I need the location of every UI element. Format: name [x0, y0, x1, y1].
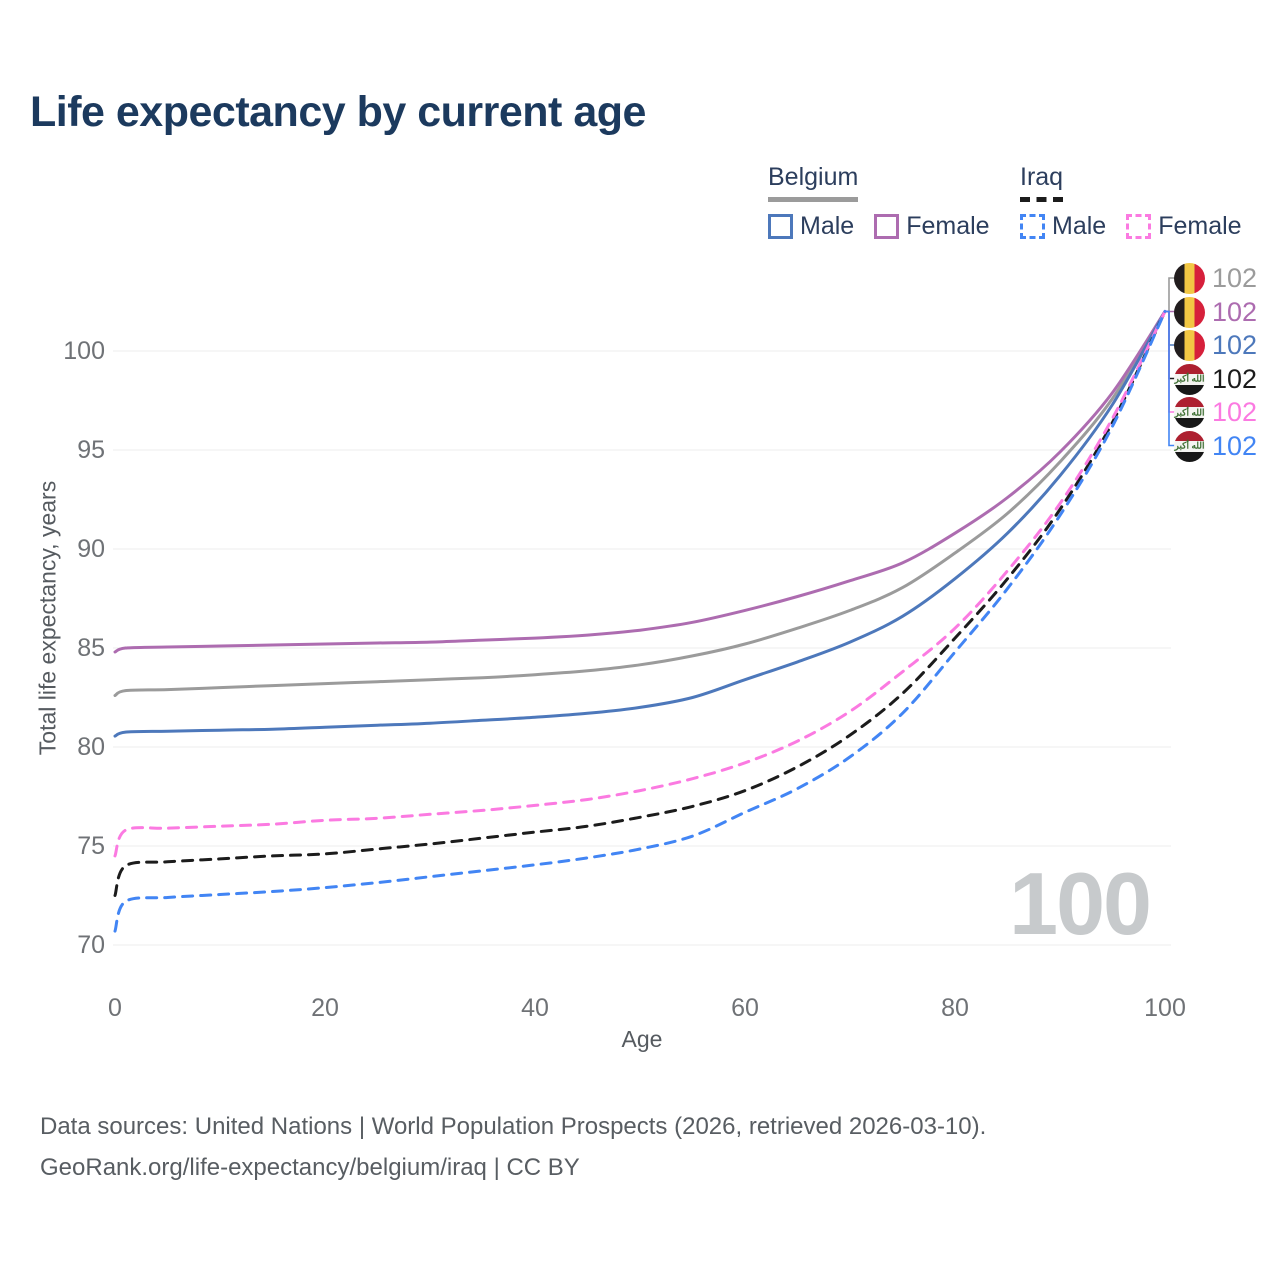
end-value: 102	[1212, 263, 1258, 294]
series-line-belgium-both-sexes[interactable]	[113, 309, 1167, 697]
y-tick-label: 100	[63, 337, 105, 365]
legend-item-belgium-female[interactable]: Female	[874, 212, 990, 241]
series-line-iraq-male[interactable]	[113, 309, 1167, 933]
series-end-labels: 102 102 102 102 102 102	[1174, 262, 1257, 463]
end-label-iraq-both: 102	[1174, 363, 1257, 397]
y-tick-label: 95	[77, 436, 105, 464]
end-label-belgium-male: 102	[1174, 329, 1257, 363]
belgium-flag-icon	[1174, 263, 1205, 295]
line-chart-plot-area[interactable]: 70 75 80 85 90 95 100 0 20 40 60 80 100	[0, 0, 1280, 1080]
series-line-belgium-male[interactable]	[113, 309, 1167, 738]
x-tick-label: 0	[108, 994, 122, 1022]
x-tick-label: 100	[1144, 994, 1186, 1022]
legend-item-iraq-male[interactable]: Male	[1020, 212, 1106, 241]
y-tick-label: 75	[77, 832, 105, 860]
legend-group-iraq: Iraq Male Female	[1020, 163, 1262, 241]
end-value: 102	[1212, 330, 1258, 361]
belgium-male-swatch-icon	[768, 214, 793, 239]
footer: Data sources: United Nations | World Pop…	[40, 1106, 986, 1188]
x-tick-label: 40	[521, 994, 549, 1022]
legend-country-iraq[interactable]: Iraq	[1020, 163, 1064, 202]
x-axis-title: Age	[621, 1026, 663, 1052]
end-value: 102	[1212, 430, 1258, 461]
iraq-male-swatch-icon	[1020, 214, 1045, 239]
end-value: 102	[1212, 363, 1258, 394]
y-tick-label: 80	[77, 733, 105, 761]
iraq-flag-icon	[1174, 430, 1205, 462]
belgium-flag-icon	[1174, 330, 1205, 362]
legend-item-label: Male	[800, 212, 855, 240]
series-line-belgium-female[interactable]	[113, 309, 1167, 654]
end-value: 102	[1212, 397, 1258, 428]
y-axis-title: Total life expectancy, years	[34, 480, 61, 756]
x-tick-label: 60	[731, 994, 759, 1022]
footer-url-line: GeoRank.org/life-expectancy/belgium/iraq…	[40, 1154, 580, 1181]
legend-item-label: Male	[1052, 212, 1107, 240]
legend-country-belgium[interactable]: Belgium	[768, 163, 859, 202]
end-label-belgium-both: 102	[1174, 262, 1257, 296]
belgium-female-swatch-icon	[874, 214, 900, 239]
x-tick-label: 20	[311, 994, 339, 1022]
end-label-connector	[1165, 310, 1175, 447]
legend-item-label: Female	[1158, 212, 1242, 240]
y-tick-label: 70	[77, 931, 105, 959]
legend-item-iraq-female[interactable]: Female	[1126, 212, 1242, 241]
iraq-female-swatch-icon	[1126, 214, 1152, 239]
current-age-counter: 100	[1009, 854, 1152, 953]
legend-item-label: Female	[906, 212, 990, 240]
legend-group-belgium: Belgium Male Female	[768, 163, 1010, 241]
belgium-flag-icon	[1174, 296, 1205, 328]
end-value: 102	[1212, 296, 1258, 327]
series-line-iraq-female[interactable]	[113, 309, 1167, 858]
iraq-flag-icon	[1174, 397, 1205, 429]
end-label-iraq-male: 102	[1174, 430, 1257, 464]
legend-item-belgium-male[interactable]: Male	[768, 212, 854, 241]
end-label-belgium-female: 102	[1174, 296, 1257, 330]
x-tick-label: 80	[941, 994, 969, 1022]
series-line-iraq-both-sexes[interactable]	[113, 309, 1167, 897]
iraq-flag-icon	[1174, 363, 1205, 395]
y-tick-label: 90	[77, 535, 105, 563]
page-title: Life expectancy by current age	[30, 88, 646, 136]
footer-datasource-line: Data sources: United Nations | World Pop…	[40, 1113, 987, 1140]
end-label-iraq-female: 102	[1174, 396, 1257, 430]
y-tick-label: 85	[77, 634, 105, 662]
